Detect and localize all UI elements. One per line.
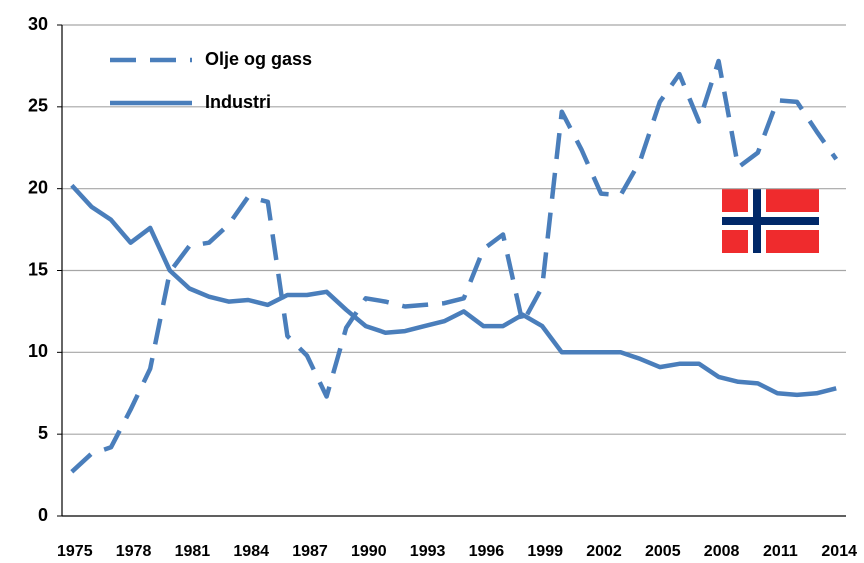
data-line — [70, 183, 837, 398]
plot: 0 5 10 15 20 25 30 1975 1978 1981 1984 1987 1990 1993… — [28, 14, 857, 560]
y-tick-label: 30 — [28, 14, 48, 34]
x-tick-label: 2002 — [586, 543, 622, 560]
x-tick-label: 1999 — [527, 543, 563, 560]
y-tick-label: 15 — [28, 259, 48, 279]
x-tick-label: 2011 — [763, 543, 798, 560]
x-tick-label: 1990 — [351, 543, 387, 560]
x-tick-label: 1987 — [292, 543, 328, 560]
x-tick-label: 1996 — [469, 543, 505, 560]
legend-label: Industri — [205, 92, 271, 112]
y-tick-label: 20 — [28, 177, 48, 197]
x-tick-label: 1981 — [175, 543, 211, 560]
x-tick-label: 1975 — [57, 543, 93, 560]
legend-label: Olje og gass — [205, 49, 312, 69]
x-tick-label: 1984 — [233, 543, 269, 560]
y-tick-label: 25 — [28, 96, 48, 116]
x-tick-label: 1993 — [410, 543, 446, 560]
y-tick-label: 10 — [28, 341, 48, 361]
y-tick-label: 5 — [38, 423, 48, 443]
x-tick-label: 2014 — [821, 543, 857, 560]
norway-flag — [722, 189, 819, 253]
x-tick-label: 1978 — [116, 543, 152, 560]
x-tick-label: 2005 — [645, 543, 681, 560]
data-line — [70, 58, 839, 474]
x-tick-label: 2008 — [704, 543, 740, 560]
y-tick-label: 0 — [38, 505, 48, 525]
